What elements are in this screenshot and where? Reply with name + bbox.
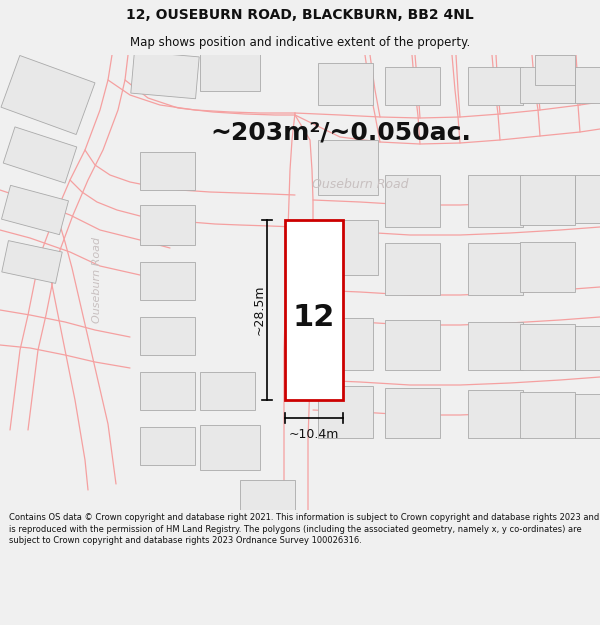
Bar	[318, 220, 378, 275]
Text: Map shows position and indicative extent of the property.: Map shows position and indicative extent…	[130, 36, 470, 49]
Text: ~28.5m: ~28.5m	[253, 285, 265, 335]
Polygon shape	[131, 51, 199, 99]
Bar	[140, 317, 195, 355]
Bar	[318, 140, 378, 195]
Bar	[575, 67, 600, 103]
Bar	[318, 63, 373, 105]
Polygon shape	[1, 56, 95, 134]
Polygon shape	[1, 186, 68, 234]
Bar	[520, 324, 575, 370]
Bar	[200, 372, 255, 410]
Bar	[385, 175, 440, 227]
Bar	[575, 175, 600, 223]
Bar	[200, 425, 260, 470]
Bar	[140, 262, 195, 300]
Text: ~10.4m: ~10.4m	[289, 428, 339, 441]
Bar	[468, 243, 523, 295]
Bar	[520, 175, 575, 225]
Bar	[385, 67, 440, 105]
Bar	[140, 372, 195, 410]
Polygon shape	[535, 55, 575, 85]
Bar	[240, 480, 295, 510]
Bar	[520, 392, 575, 438]
Polygon shape	[3, 127, 77, 183]
Bar	[140, 205, 195, 245]
Polygon shape	[200, 53, 260, 91]
Text: Contains OS data © Crown copyright and database right 2021. This information is : Contains OS data © Crown copyright and d…	[9, 514, 599, 544]
Bar	[520, 67, 575, 103]
Bar	[468, 390, 523, 438]
Bar	[468, 322, 523, 370]
Bar	[385, 320, 440, 370]
Text: ~203m²/~0.050ac.: ~203m²/~0.050ac.	[210, 120, 471, 144]
Polygon shape	[2, 241, 62, 283]
Text: 12, OUSEBURN ROAD, BLACKBURN, BB2 4NL: 12, OUSEBURN ROAD, BLACKBURN, BB2 4NL	[126, 8, 474, 22]
Bar	[520, 242, 575, 292]
Bar	[385, 243, 440, 295]
Bar	[385, 388, 440, 438]
Text: Ouseburn Road: Ouseburn Road	[92, 237, 102, 323]
Bar	[468, 175, 523, 227]
Bar	[140, 152, 195, 190]
Bar	[140, 427, 195, 465]
Bar	[318, 386, 373, 438]
Bar	[285, 220, 343, 400]
Text: Ouseburn Road: Ouseburn Road	[312, 179, 408, 191]
Text: 12: 12	[293, 304, 335, 332]
Bar	[575, 394, 600, 438]
Bar	[468, 67, 523, 105]
Bar	[575, 326, 600, 370]
Bar	[318, 318, 373, 370]
